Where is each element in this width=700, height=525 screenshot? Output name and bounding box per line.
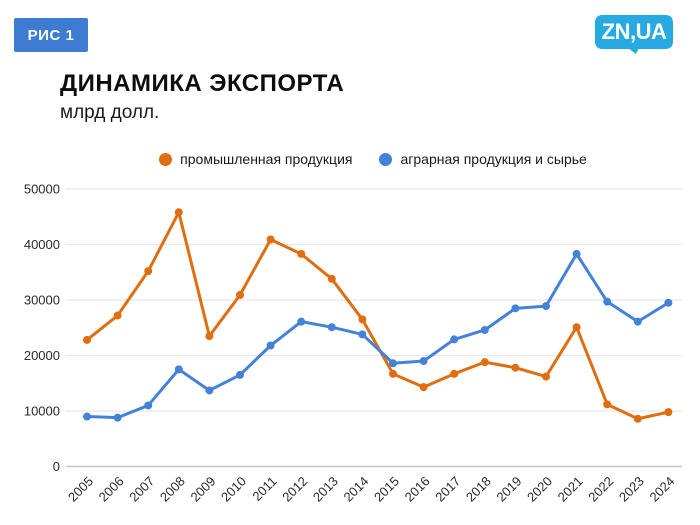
data-point — [236, 370, 244, 379]
data-point — [542, 372, 550, 381]
x-axis-tick-label: 2016 — [402, 474, 433, 505]
data-point — [327, 323, 336, 332]
legend-dot-industrial-icon — [159, 152, 173, 166]
data-point — [633, 317, 642, 326]
x-axis-tick-label: 2021 — [555, 474, 586, 505]
x-axis-tick-label: 2007 — [126, 474, 157, 505]
data-point — [633, 414, 642, 423]
data-point — [664, 298, 673, 307]
data-point — [205, 332, 214, 341]
data-point — [664, 408, 673, 417]
y-axis-tick-label: 40000 — [24, 237, 60, 252]
data-point — [542, 302, 550, 311]
data-point — [144, 267, 153, 276]
data-point — [113, 413, 122, 422]
data-point — [450, 369, 459, 378]
x-axis-tick-label: 2012 — [279, 474, 310, 505]
data-point — [419, 383, 428, 392]
data-point — [450, 335, 459, 344]
x-axis-tick-label: 2014 — [340, 474, 371, 505]
data-point — [603, 297, 612, 306]
data-point — [174, 208, 183, 217]
x-axis-tick-label: 2006 — [96, 474, 127, 505]
x-axis-tick-label: 2005 — [65, 474, 96, 505]
znua-logo: ZN,UA — [595, 15, 673, 54]
data-point — [236, 291, 244, 300]
chart-legend: промышленная продукция аграрная продукци… — [0, 151, 700, 167]
x-axis-tick-label: 2024 — [646, 474, 677, 505]
znua-logo-text: ZN,UA — [601, 19, 667, 44]
x-axis-tick-label: 2019 — [493, 474, 524, 505]
y-axis-tick-label: 0 — [53, 459, 60, 474]
data-point — [572, 249, 581, 258]
data-point — [266, 341, 275, 350]
x-axis-tick-label: 2022 — [585, 474, 616, 505]
x-axis-tick-label: 2013 — [310, 474, 341, 505]
x-axis-tick-label: 2009 — [187, 474, 218, 505]
y-axis-tick-label: 10000 — [24, 404, 60, 419]
data-point — [511, 363, 520, 372]
x-axis-tick-label: 2010 — [218, 474, 249, 505]
data-point — [327, 274, 336, 283]
data-point — [572, 323, 581, 332]
series-line-1 — [85, 252, 670, 420]
legend-label-agrarian: аграрная продукция и сырье — [400, 151, 587, 167]
data-point — [83, 412, 91, 421]
x-axis-tick-label: 2011 — [249, 474, 279, 504]
x-axis-tick-label: 2020 — [524, 474, 555, 505]
series-line-0 — [85, 210, 670, 421]
data-point — [297, 317, 306, 326]
legend-item-agrarian: аграрная продукция и сырье — [379, 151, 587, 167]
data-point — [389, 369, 397, 378]
data-point — [297, 249, 306, 258]
legend-label-industrial: промышленная продукция — [180, 151, 353, 167]
x-axis-tick-label: 2015 — [371, 474, 402, 505]
y-axis-tick-label: 50000 — [24, 182, 60, 197]
data-point — [174, 365, 183, 374]
data-point — [603, 400, 612, 409]
x-axis-tick-label: 2023 — [616, 474, 647, 505]
data-point — [266, 235, 275, 244]
figure-badge: РИС 1 — [14, 18, 88, 52]
data-point — [144, 401, 153, 410]
data-point — [389, 359, 397, 368]
x-axis-tick-label: 2018 — [463, 474, 494, 505]
data-point — [511, 304, 520, 313]
y-axis-tick-label: 30000 — [24, 293, 60, 308]
x-axis-tick-label: 2008 — [157, 474, 188, 505]
data-point — [113, 311, 122, 320]
data-point — [480, 325, 489, 334]
legend-dot-agrarian-icon — [379, 152, 393, 166]
data-point — [480, 358, 489, 367]
y-axis-tick-label: 20000 — [24, 348, 60, 363]
x-axis-tick-label: 2017 — [432, 474, 463, 505]
data-point — [419, 357, 428, 366]
data-point — [83, 335, 91, 344]
data-point — [205, 386, 214, 395]
legend-item-industrial: промышленная продукция — [159, 151, 352, 167]
data-point — [358, 315, 367, 324]
data-point — [358, 330, 367, 339]
chart-subtitle: млрд долл. — [60, 102, 160, 123]
chart-title: ДИНАМИКА ЭКСПОРТА — [60, 70, 345, 97]
